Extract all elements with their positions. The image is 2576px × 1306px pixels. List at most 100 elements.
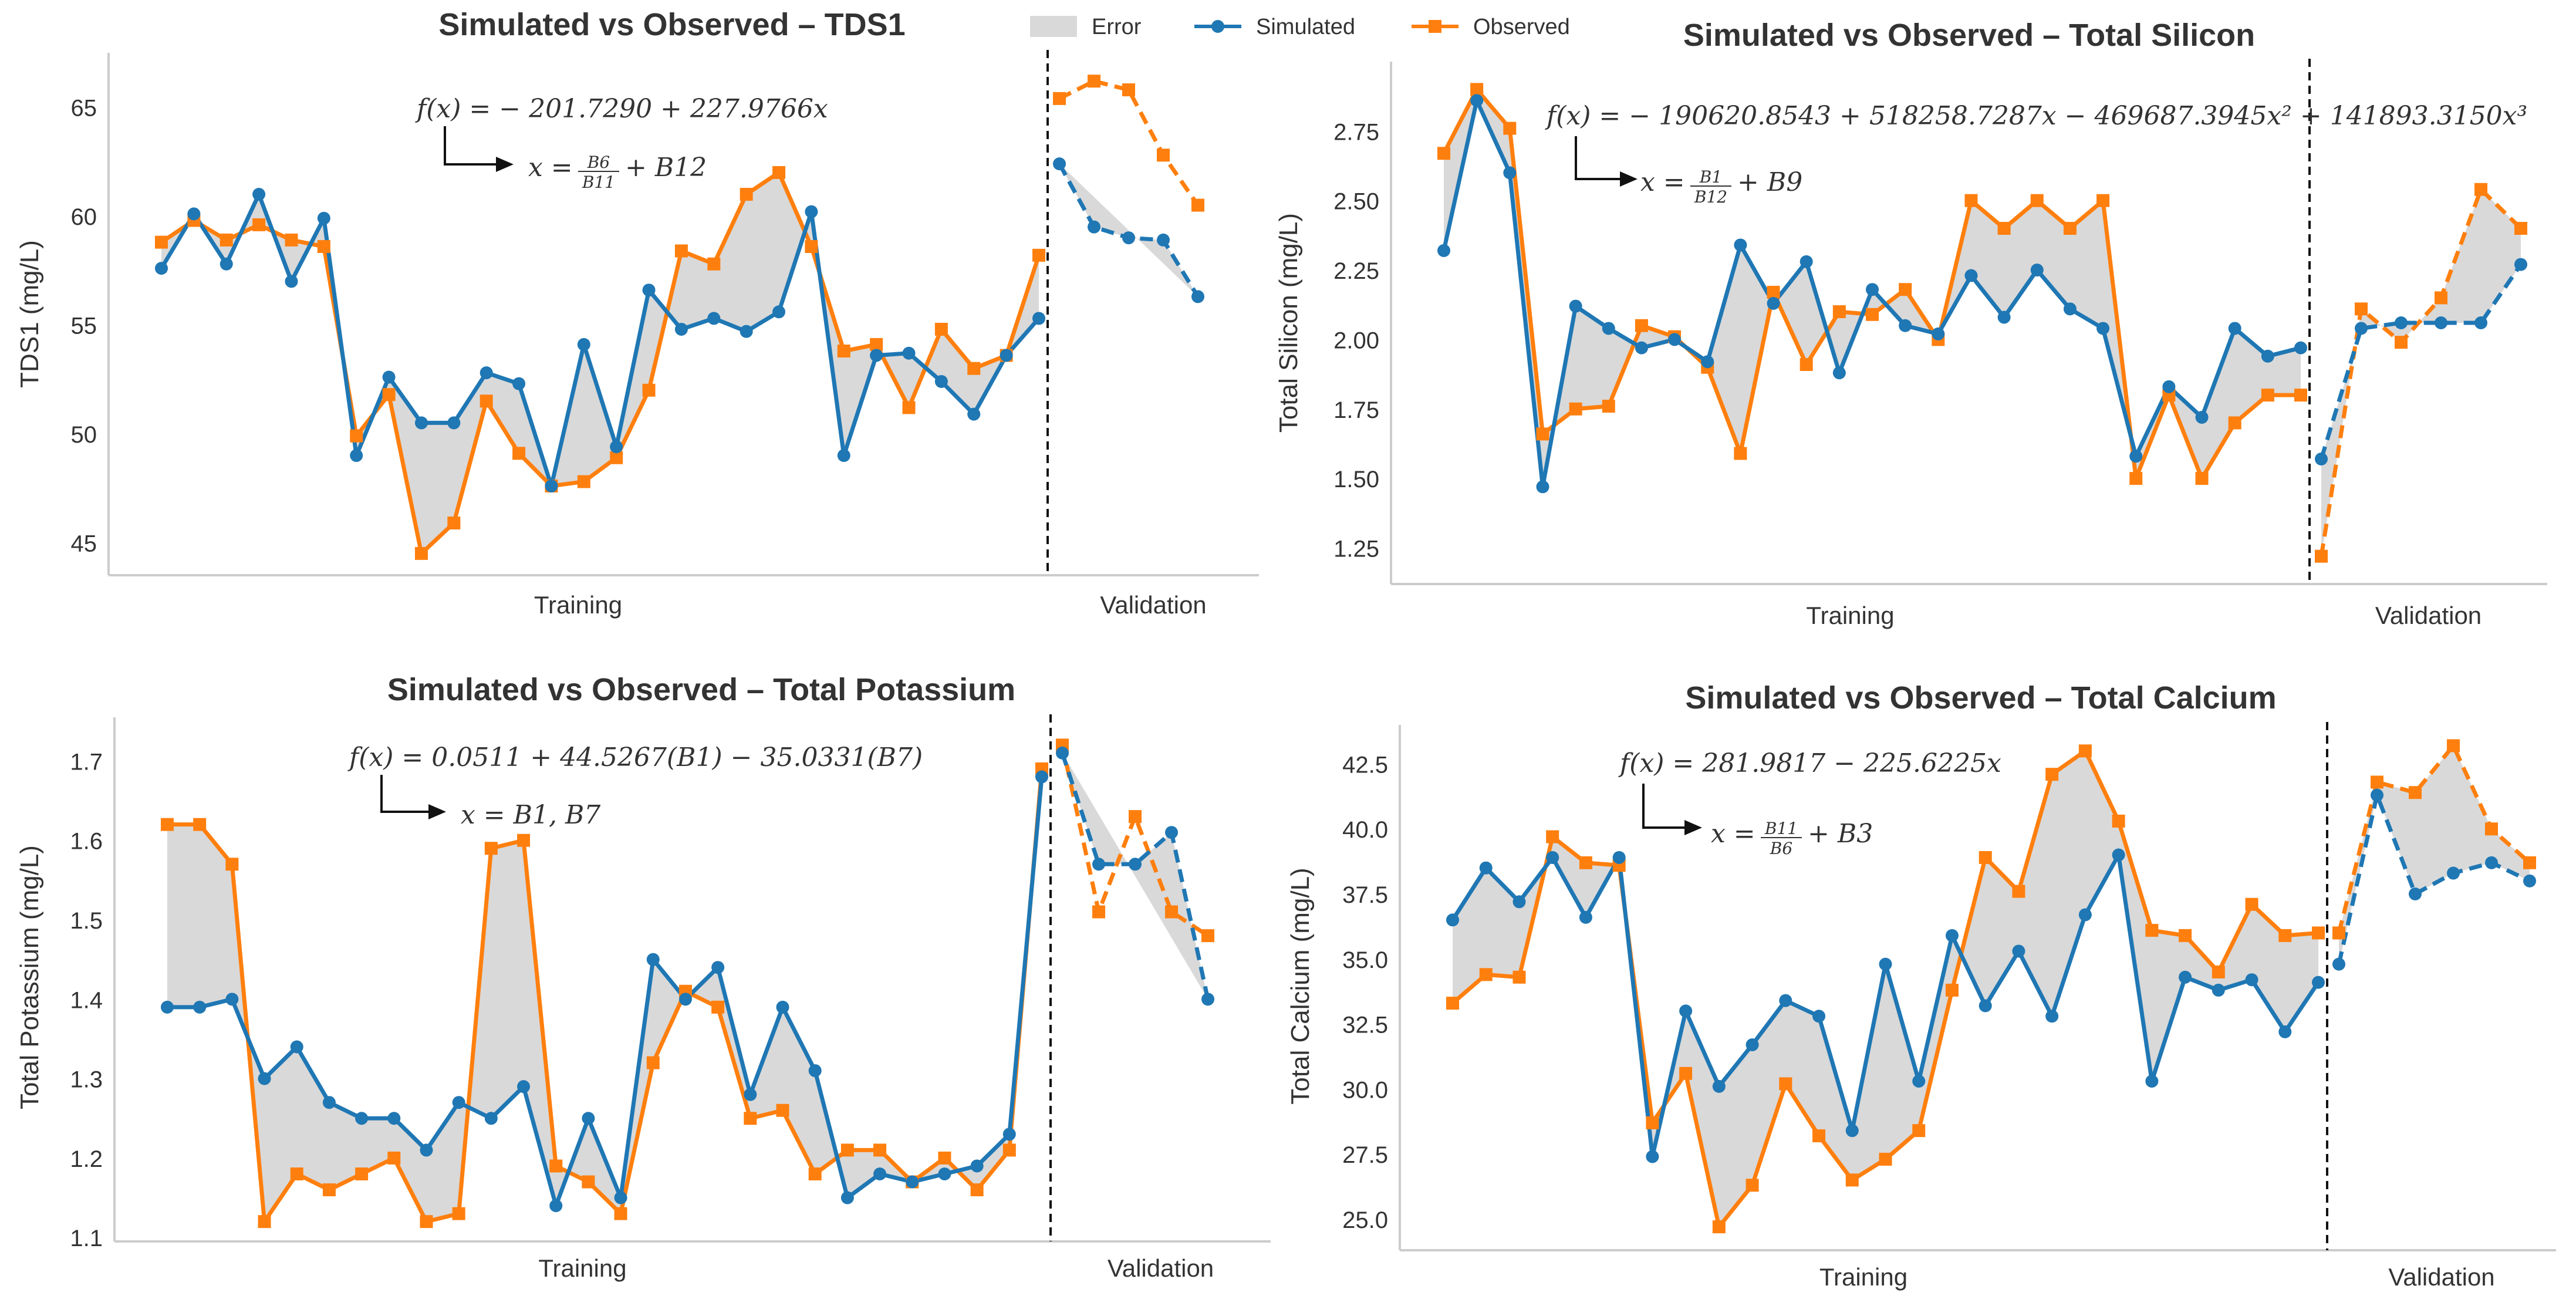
simulated-point <box>2096 322 2110 335</box>
observed-point <box>1800 358 1813 372</box>
section-label-validation: Validation <box>1108 1254 1214 1282</box>
observed-point <box>2447 739 2460 752</box>
simulated-point <box>1470 94 1484 107</box>
simulated-point <box>2245 973 2258 987</box>
simulated-point <box>2371 788 2383 802</box>
simulated-point <box>902 346 916 360</box>
observed-point <box>1479 968 1493 981</box>
observed-line-validation <box>2337 743 2531 934</box>
simulated-point <box>2162 380 2176 393</box>
chart-title: Simulated vs Observed – Total Potassium <box>387 672 1015 707</box>
simulated-point <box>1945 929 1959 942</box>
observed-point <box>582 1175 595 1189</box>
observed-point <box>220 233 233 247</box>
simulated-point <box>1569 299 1582 313</box>
error-area-validation <box>1059 164 1198 297</box>
legend-marker-circle <box>1211 20 1224 33</box>
error-area-training <box>1453 751 2318 1227</box>
observed-point <box>2514 222 2527 235</box>
simulated-point <box>480 366 493 380</box>
arrow-head <box>496 157 514 172</box>
section-label-training: Training <box>1819 1263 1907 1291</box>
legend-swatch-error <box>1030 16 1077 37</box>
simulated-point <box>1165 826 1178 839</box>
simulated-point <box>382 370 396 384</box>
observed-point <box>2371 775 2383 789</box>
observed-point <box>707 257 721 271</box>
observed-point <box>772 166 786 179</box>
simulated-point <box>610 440 623 454</box>
variable-definition: x = B1, B7 <box>461 800 600 830</box>
section-label-training: Training <box>534 591 622 619</box>
simulated-point <box>707 312 721 325</box>
y-tick-label: 2.25 <box>1333 258 1379 284</box>
observed-point <box>1157 149 1170 162</box>
simulated-point <box>1579 910 1592 924</box>
simulated-point <box>1779 994 1792 1007</box>
legend-item-observed: Observed <box>1412 15 1570 39</box>
observed-point <box>484 842 498 855</box>
simulated-point <box>1635 341 1648 355</box>
y-tick-label: 35.0 <box>1342 947 1388 973</box>
observed-point <box>1635 319 1648 332</box>
y-tick-label: 1.2 <box>70 1146 103 1172</box>
observed-point <box>870 338 883 351</box>
y-tick-label: 1.25 <box>1333 536 1379 562</box>
observed-point <box>452 1207 465 1220</box>
simulated-point <box>711 961 725 974</box>
legend-label: Error <box>1092 15 1142 39</box>
observed-point <box>1646 1116 1659 1129</box>
observed-point <box>447 517 461 529</box>
equation-arrow <box>1642 784 1692 829</box>
variable-suffix: + B3 <box>1808 819 1873 849</box>
simulated-point <box>2078 908 2092 922</box>
simulated-point <box>1879 957 1892 971</box>
observed-point <box>740 188 753 201</box>
panel-total-calcium: 25.0 27.5 30.0 32.5 35.0 37.5 40.0 42.5 Simulate… <box>1286 680 2556 1291</box>
simulated-point <box>225 993 239 1006</box>
simulated-point <box>1964 269 1978 282</box>
simulated-point <box>577 338 590 351</box>
observed-point <box>549 1159 563 1173</box>
observed-point <box>1964 194 1978 207</box>
y-tick-label: 40.0 <box>1342 817 1388 843</box>
simulated-point <box>2145 1075 2159 1088</box>
y-tick-label: 50 <box>71 422 97 448</box>
observed-point <box>1879 1152 1892 1166</box>
legend-item-error: Error <box>1030 15 1142 39</box>
fraction-numerator: B1 <box>1699 167 1722 187</box>
observed-point <box>646 1056 660 1069</box>
observed-point <box>193 818 207 831</box>
equation-arrow <box>444 126 503 166</box>
observed-point <box>808 1167 822 1180</box>
observed-point <box>1165 905 1178 919</box>
simulated-point <box>1767 296 1780 310</box>
equation-text: f(x) = 0.0511 + 44.5267(B1) − 35.0331(B7… <box>347 743 923 772</box>
observed-point <box>1092 905 1105 919</box>
simulated-point <box>2030 264 2044 277</box>
observed-point <box>350 429 363 443</box>
observed-point <box>2112 814 2125 828</box>
fraction-denominator: B6 <box>1770 839 1792 858</box>
y-tick-label: 1.4 <box>70 987 103 1013</box>
simulated-point <box>2409 887 2422 900</box>
simulated-point <box>1002 1128 1016 1141</box>
chart-title: Simulated vs Observed – TDS1 <box>438 7 905 42</box>
observed-point <box>1679 1067 1693 1080</box>
simulated-point <box>414 416 428 430</box>
observed-point <box>967 362 981 375</box>
variable-prefix: x = B1, B7 <box>461 800 600 830</box>
observed-point <box>414 546 428 560</box>
observed-line-validation <box>1058 79 1200 207</box>
equation-arrow <box>1575 136 1627 180</box>
simulated-point <box>1602 322 1615 335</box>
observed-point <box>2212 965 2225 978</box>
observed-point <box>2145 924 2159 937</box>
simulated-point <box>776 1000 789 1014</box>
variable-prefix: x = <box>1640 167 1685 197</box>
variable-prefix: x = <box>1711 819 1755 849</box>
simulated-point <box>1503 166 1517 180</box>
simulated-point <box>970 1159 984 1173</box>
section-label-validation: Validation <box>1100 591 1206 619</box>
